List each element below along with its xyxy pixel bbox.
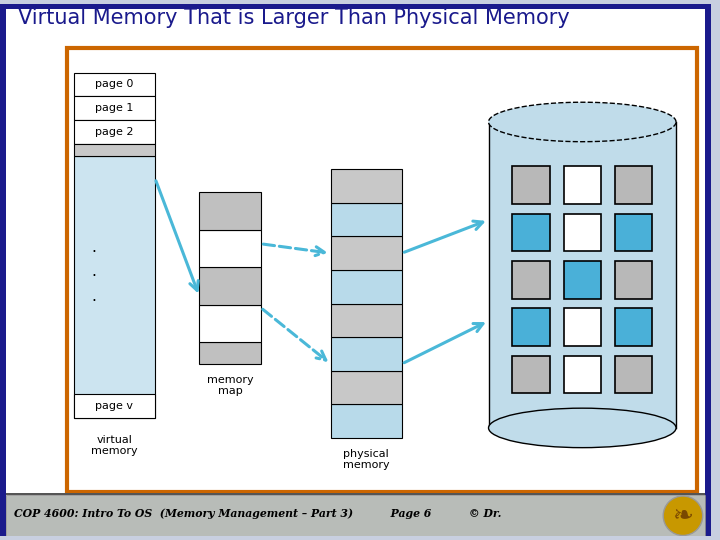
Bar — [330, 270, 402, 303]
Bar — [199, 342, 261, 364]
Bar — [199, 230, 261, 267]
Bar — [564, 214, 601, 251]
Bar — [0, 4, 711, 10]
Text: COP 4600: Intro To OS  (Memory Management – Part 3)          Page 6          © D: COP 4600: Intro To OS (Memory Management… — [14, 508, 501, 519]
Text: page 0: page 0 — [95, 79, 134, 90]
Text: ·
·
·: · · · — [91, 245, 96, 309]
Bar — [330, 237, 402, 270]
Text: memory
map: memory map — [207, 375, 253, 396]
Text: page 1: page 1 — [95, 103, 134, 113]
Bar — [489, 122, 676, 428]
Bar — [6, 493, 705, 495]
Bar — [330, 404, 402, 438]
Text: ❧: ❧ — [672, 504, 693, 528]
Bar — [330, 370, 402, 404]
Bar — [615, 214, 652, 251]
Bar — [512, 356, 550, 393]
Bar — [615, 166, 652, 204]
Bar — [199, 267, 261, 305]
Text: Virtual Memory That is Larger Than Physical Memory: Virtual Memory That is Larger Than Physi… — [18, 8, 570, 28]
Bar — [615, 308, 652, 346]
Bar — [199, 192, 261, 230]
Bar — [615, 356, 652, 393]
Bar — [512, 214, 550, 251]
FancyBboxPatch shape — [67, 48, 697, 492]
Bar — [74, 120, 155, 144]
Bar — [564, 166, 601, 204]
Bar — [0, 4, 6, 536]
Bar — [6, 495, 705, 536]
Ellipse shape — [489, 408, 676, 448]
Text: virtual
memory: virtual memory — [91, 435, 138, 456]
Text: page v: page v — [96, 401, 133, 411]
Bar — [330, 170, 402, 203]
Text: physical
memory: physical memory — [343, 449, 390, 470]
Bar — [74, 156, 155, 418]
Bar — [74, 394, 155, 418]
Bar — [74, 96, 155, 120]
Bar — [564, 356, 601, 393]
Bar — [615, 261, 652, 299]
Ellipse shape — [489, 102, 676, 141]
Bar — [74, 144, 155, 156]
Bar — [74, 72, 155, 96]
Text: page 2: page 2 — [95, 127, 134, 137]
Bar — [705, 4, 711, 536]
Bar — [564, 261, 601, 299]
Bar — [512, 261, 550, 299]
Bar — [512, 308, 550, 346]
Bar — [330, 337, 402, 370]
Bar — [564, 308, 601, 346]
Bar — [330, 203, 402, 237]
Bar — [512, 166, 550, 204]
Bar — [330, 303, 402, 337]
Bar — [199, 305, 261, 342]
Circle shape — [663, 496, 703, 536]
